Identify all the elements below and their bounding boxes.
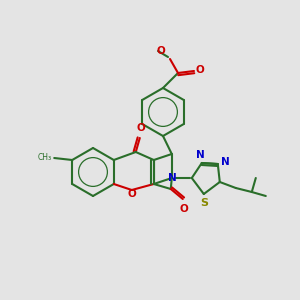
Text: N: N <box>168 173 177 183</box>
Text: O: O <box>196 65 205 75</box>
Text: O: O <box>128 189 136 199</box>
Text: S: S <box>200 198 208 208</box>
Text: O: O <box>179 204 188 214</box>
Text: O: O <box>136 123 145 133</box>
Text: N: N <box>196 150 205 160</box>
Text: N: N <box>221 157 230 167</box>
Text: CH₃: CH₃ <box>38 154 52 163</box>
Text: O: O <box>156 46 165 56</box>
